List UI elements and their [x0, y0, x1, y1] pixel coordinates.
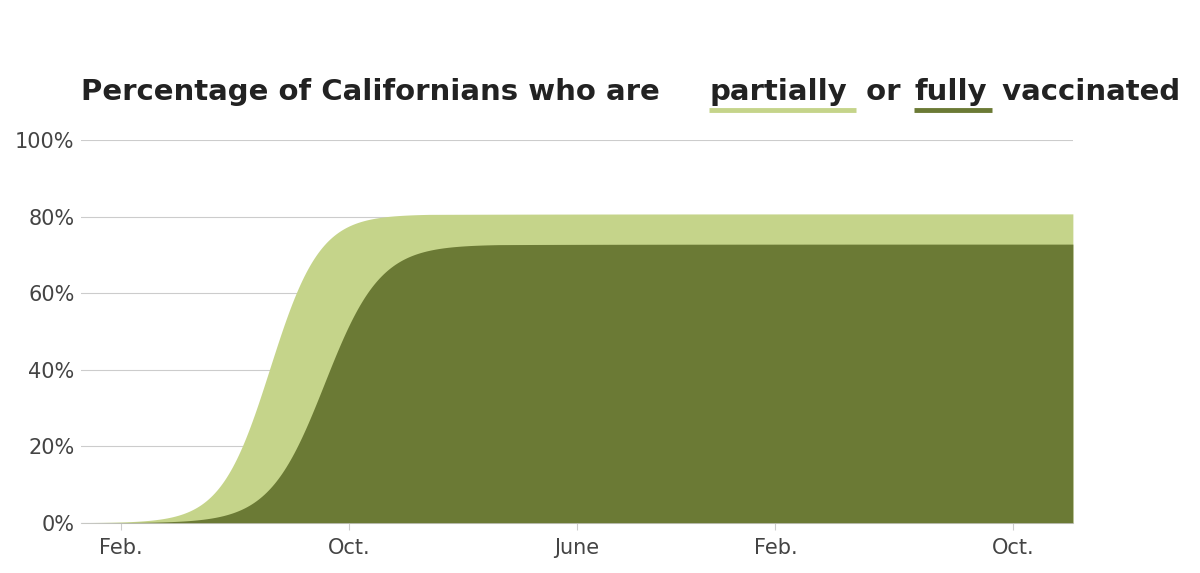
Text: partially: partially: [709, 77, 847, 105]
Text: Percentage of Californians who are: Percentage of Californians who are: [82, 77, 671, 105]
Text: or: or: [856, 77, 911, 105]
Text: vaccinated: vaccinated: [991, 77, 1180, 105]
Text: fully: fully: [914, 77, 986, 105]
